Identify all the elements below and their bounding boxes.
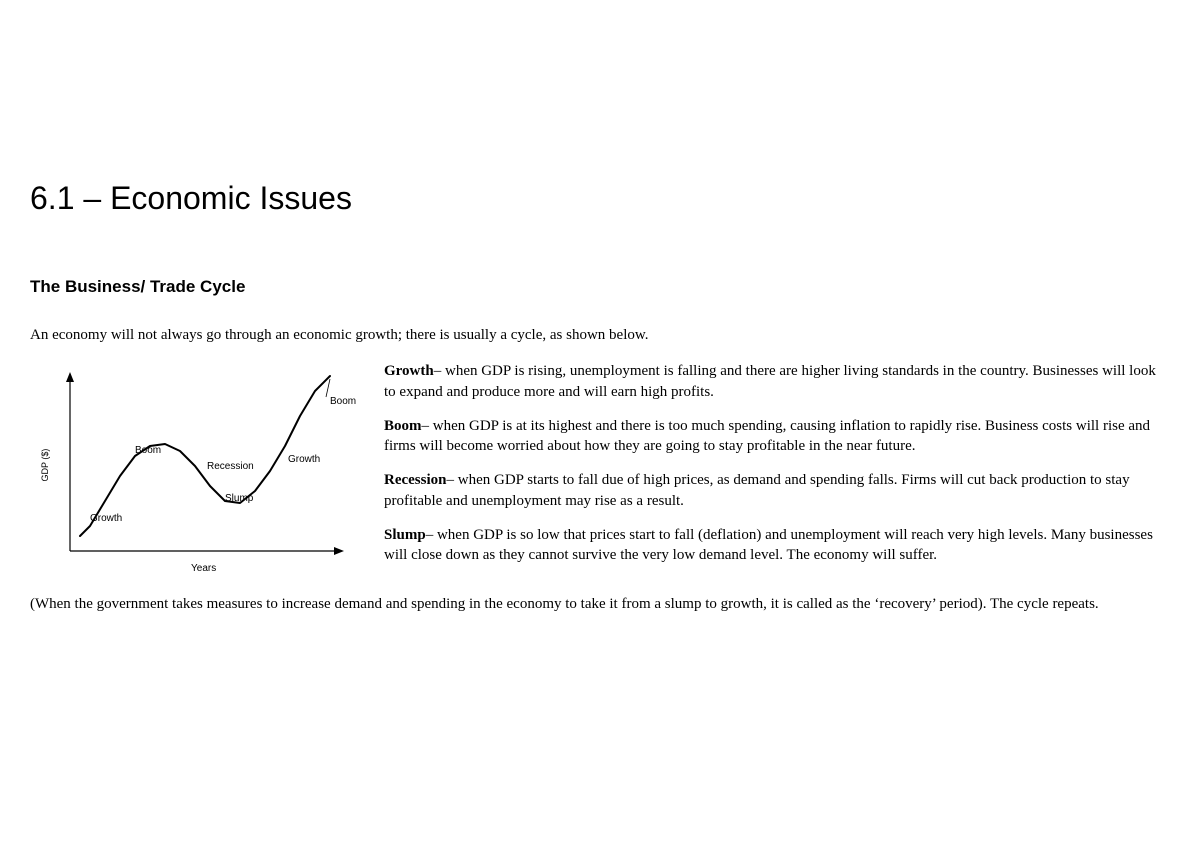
definition-item: Boom– when GDP is at its highest and the… — [384, 416, 1170, 457]
business-cycle-chart: Growth Boom Recession Slump Growth Boom GDP ($… — [30, 361, 360, 581]
label-connector — [326, 379, 330, 397]
definition-term: Recession — [384, 472, 447, 488]
content-row: Growth Boom Recession Slump Growth Boom GDP ($… — [30, 361, 1170, 586]
intro-paragraph: An economy will not always go through an… — [30, 325, 1170, 345]
chart-label: Growth — [288, 454, 320, 465]
definition-term: Growth — [384, 363, 434, 379]
footer-paragraph: (When the government takes measures to i… — [30, 594, 1170, 614]
page-title: 6.1 – Economic Issues — [30, 180, 1170, 217]
chart-label: Boom — [135, 445, 161, 456]
definition-term: Slump — [384, 527, 426, 543]
chart-label: Recession — [207, 461, 254, 472]
chart-container: Growth Boom Recession Slump Growth Boom GDP ($… — [30, 361, 360, 586]
chart-label: Boom — [330, 396, 356, 407]
section-heading: The Business/ Trade Cycle — [30, 277, 1170, 297]
x-axis-arrow-icon — [334, 547, 344, 555]
chart-label: Slump — [225, 493, 254, 504]
definition-item: Recession– when GDP starts to fall due o… — [384, 470, 1170, 511]
definition-item: Slump– when GDP is so low that prices st… — [384, 525, 1170, 566]
y-axis-label: GDP ($) — [40, 449, 50, 482]
definition-term: Boom — [384, 418, 422, 434]
y-axis-arrow-icon — [66, 372, 74, 382]
definition-item: Growth– when GDP is rising, unemployment… — [384, 361, 1170, 402]
document-page: 6.1 – Economic Issues The Business/ Trad… — [0, 0, 1200, 671]
x-axis-label: Years — [191, 563, 216, 574]
definitions-list: Growth– when GDP is rising, unemployment… — [384, 361, 1170, 579]
chart-label: Growth — [90, 513, 122, 524]
